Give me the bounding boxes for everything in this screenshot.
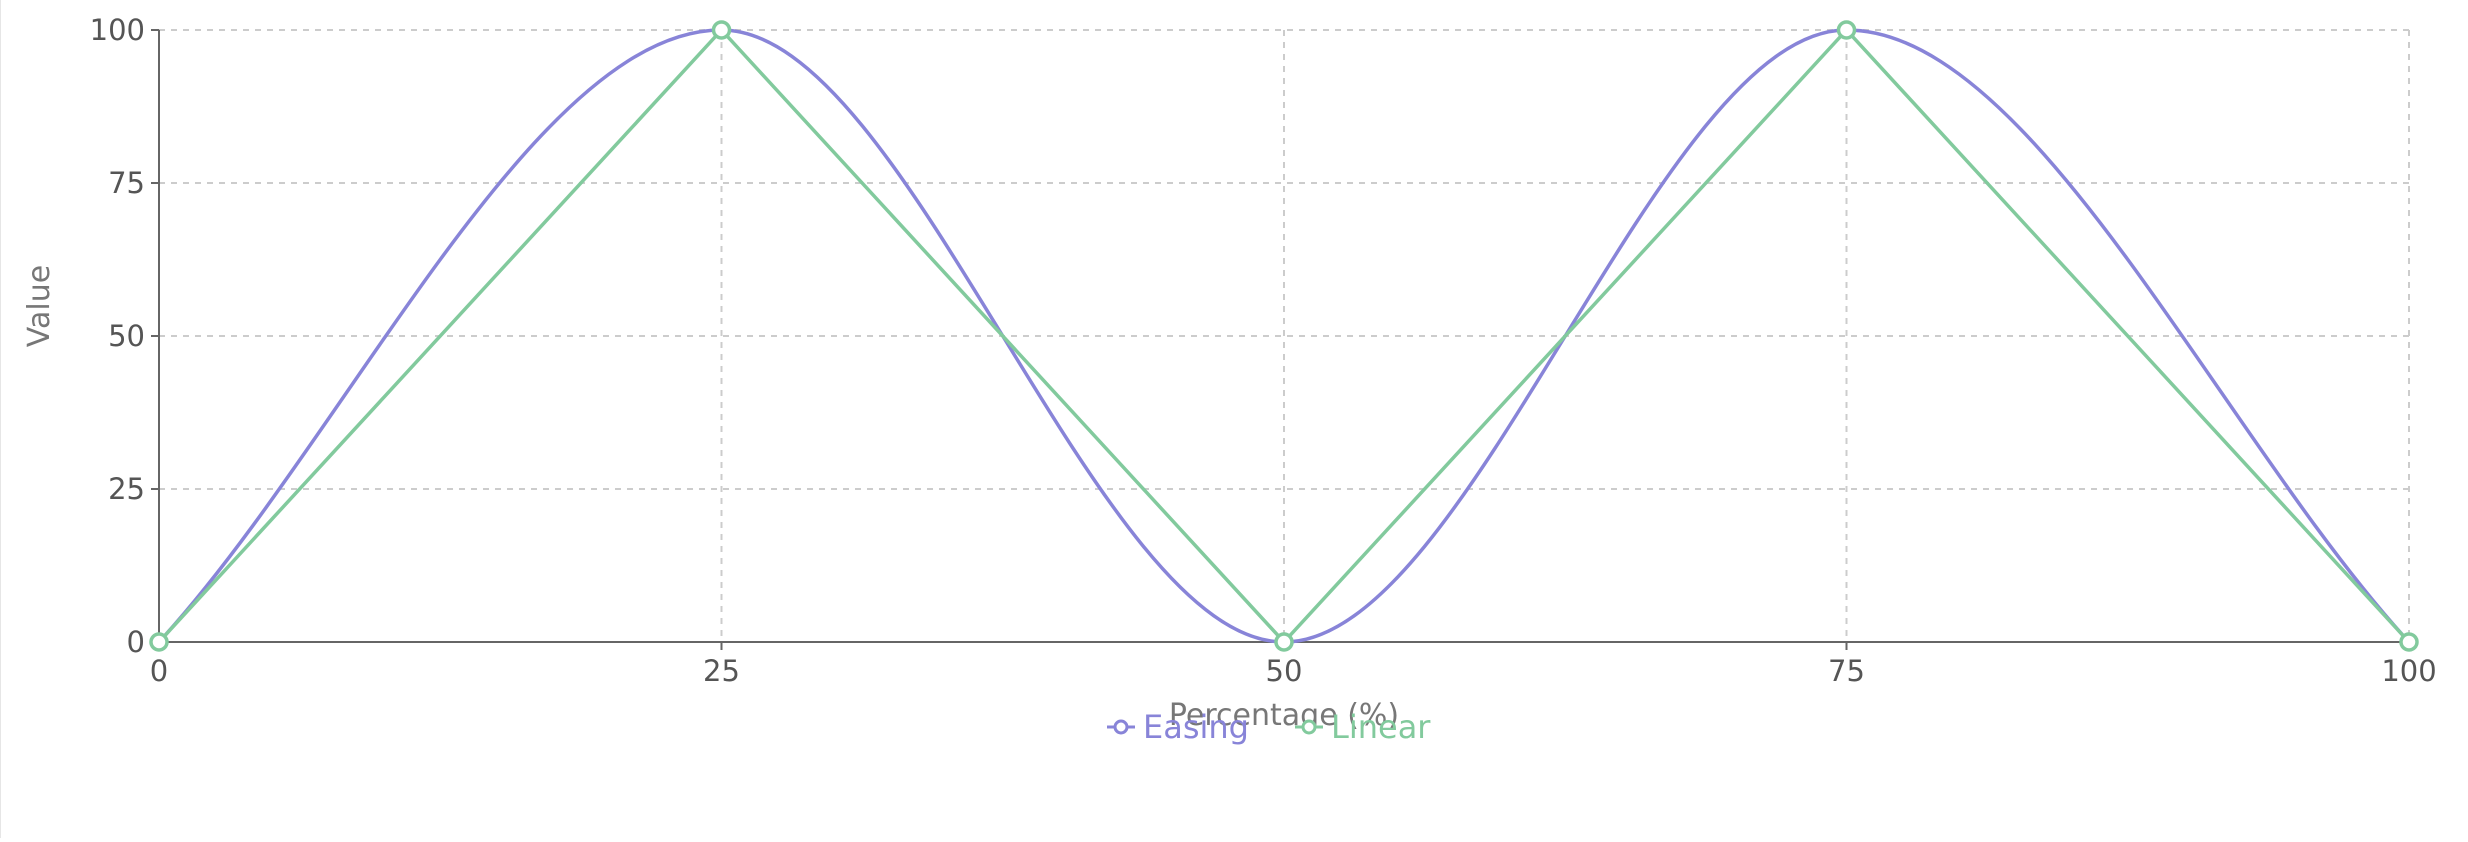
y-tick-label: 75: [108, 166, 145, 200]
axes: 0 25 50 75 100 0 25 50 75 100: [90, 13, 2437, 688]
grid: [159, 29, 2410, 642]
legend-label: Easing: [1143, 708, 1249, 746]
data-point-linear[interactable]: [1836, 20, 1857, 40]
legend-label: Linear: [1331, 708, 1431, 746]
x-tick-label: 25: [703, 654, 740, 688]
legend-marker: [1113, 719, 1129, 735]
markers: [149, 20, 2419, 652]
y-axis-title: Value: [22, 265, 57, 347]
y-tick-label: 100: [90, 13, 145, 47]
legend-marker: [1301, 719, 1317, 735]
y-tick-label: 50: [108, 319, 145, 353]
x-axis-title: Percentage (%): [1169, 698, 1399, 733]
data-point-linear[interactable]: [149, 632, 169, 652]
legend-item-easing[interactable]: Easing: [1107, 708, 1249, 746]
legend-item-linear[interactable]: Linear: [1295, 708, 1431, 746]
x-tick-label: 0: [150, 654, 168, 688]
data-point-linear[interactable]: [1274, 632, 1294, 652]
x-tick-label: 50: [1266, 654, 1303, 688]
legend: Easing Linear: [1107, 708, 1431, 746]
y-tick-label: 0: [127, 625, 145, 659]
data-point-linear[interactable]: [711, 20, 732, 40]
x-tick-label: 75: [1828, 654, 1865, 688]
data-point-linear[interactable]: [2399, 632, 2419, 652]
x-tick-label: 100: [2381, 654, 2436, 688]
y-tick-label: 25: [108, 472, 145, 506]
